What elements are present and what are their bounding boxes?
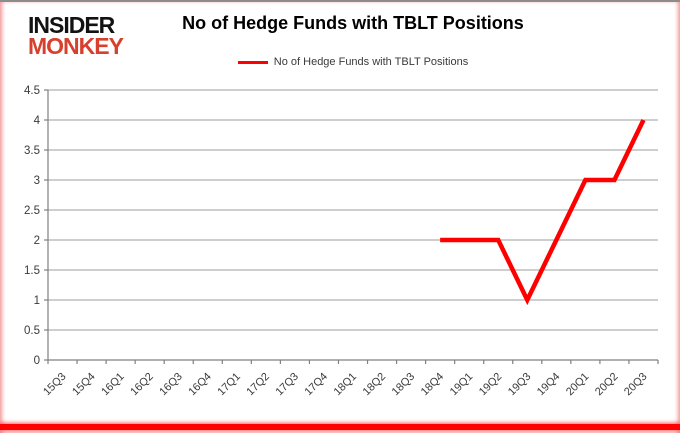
legend: No of Hedge Funds with TBLT Positions (48, 56, 658, 68)
logo-text-insider: INSIDER (28, 12, 115, 38)
x-axis-tick-label: 19Q1 (448, 371, 476, 399)
series-line (440, 119, 646, 306)
legend-line-swatch (237, 60, 268, 64)
x-axis-tick-label: 16Q2 (128, 371, 156, 399)
x-axis-tick-label: 19Q3 (506, 371, 534, 399)
x-axis-tick-label: 20Q2 (593, 371, 621, 399)
x-axis-tick-label: 20Q3 (622, 371, 650, 399)
x-axis-tick-label: 20Q1 (564, 371, 592, 399)
page-title: No of Hedge Funds with TBLT Positions (182, 13, 524, 33)
y-axis-tick-label: 3 (34, 175, 40, 187)
y-axis-tick-label: 4 (34, 115, 41, 127)
logo-text-monkey: MONKEY (28, 33, 124, 59)
x-axis-tick-label: 18Q2 (361, 371, 389, 399)
x-axis-tick-label: 18Q3 (390, 371, 418, 399)
y-axis-tick-label: 1.5 (24, 265, 40, 277)
x-axis-tick-label: 17Q1 (215, 371, 243, 399)
y-axis-tick-label: 0.5 (24, 325, 40, 337)
x-axis-tick-label: 17Q4 (303, 371, 331, 399)
insider-monkey-logo: INSIDER MONKEY (28, 12, 124, 59)
y-axis-tick-label: 2.5 (24, 205, 40, 217)
y-axis-tick-label: 3.5 (24, 145, 40, 157)
x-axis-tick-label: 15Q4 (70, 371, 98, 399)
x-axis-tick-label: 15Q3 (41, 371, 69, 399)
y-axis-tick-label: 2 (34, 235, 40, 247)
y-axis-tick-label: 4.5 (24, 85, 40, 97)
legend-label: No of Hedge Funds with TBLT Positions (273, 56, 469, 68)
y-axis-tick-label: 0 (34, 355, 40, 367)
x-axis-tick-label: 17Q2 (244, 371, 272, 399)
x-axis-tick-label: 17Q3 (274, 371, 302, 399)
y-axis-tick-label: 1 (34, 295, 40, 307)
x-axis-tick-label: 18Q4 (419, 371, 447, 399)
x-axis-tick-label: 18Q1 (332, 371, 360, 399)
bottom-red-bar (0, 424, 680, 430)
x-axis-tick-label: 19Q2 (477, 371, 505, 399)
x-axis-tick-label: 16Q1 (99, 371, 127, 399)
x-axis-tick-label: 19Q4 (535, 371, 563, 399)
x-axis-tick-label: 16Q3 (157, 371, 185, 399)
x-axis-tick-label: 16Q4 (186, 371, 214, 399)
